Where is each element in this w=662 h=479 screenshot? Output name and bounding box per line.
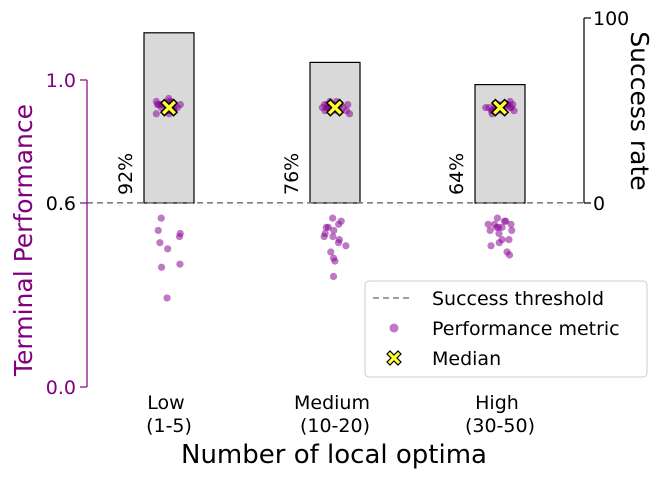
x-tick-label-line: High — [475, 392, 519, 414]
performance-point — [163, 294, 171, 302]
x-tick-label-line: Low — [147, 392, 184, 414]
legend-median-swatch — [386, 350, 402, 366]
performance-point — [327, 248, 335, 256]
success-bar — [309, 61, 361, 204]
x-tick-label-low: Low (1-5) — [146, 392, 192, 437]
performance-point — [508, 226, 516, 235]
performance-point — [330, 226, 338, 235]
performance-point — [487, 242, 495, 250]
right-tick-label: 100 — [593, 8, 629, 30]
performance-point — [335, 220, 343, 228]
performance-point — [505, 251, 514, 259]
x-tick-label-line: Medium — [294, 392, 370, 414]
performance-point — [154, 226, 162, 235]
right-axis-label: Success rate — [625, 31, 654, 190]
left-tick-label: 0.6 — [46, 193, 76, 215]
performance-point — [176, 260, 184, 268]
left-axis: 0.0 0.6 1.0 Terminal Performance — [9, 70, 88, 399]
performance-point — [482, 104, 490, 112]
performance-point — [495, 229, 503, 238]
success-rate-labels: 92% 76% 64% — [115, 153, 468, 195]
success-bar — [143, 32, 195, 204]
performance-point — [505, 236, 513, 244]
performance-point — [157, 214, 165, 222]
median-markers — [159, 98, 510, 117]
performance-point — [329, 272, 338, 281]
performance-point — [342, 242, 350, 250]
performance-point — [493, 214, 502, 222]
x-category-labels: Low (1-5) Medium (10-20) High (30-50) — [146, 392, 535, 437]
success-rate-label: 92% — [115, 153, 137, 195]
legend-points-swatch — [389, 323, 399, 333]
performance-point — [495, 239, 503, 247]
performance-point — [334, 239, 343, 247]
performance-point — [152, 110, 160, 118]
performance-point — [329, 214, 337, 222]
legend: Success threshold Performance metric Med… — [364, 280, 648, 378]
performance-point — [156, 239, 164, 247]
performance-point — [176, 229, 184, 238]
performance-point — [157, 263, 166, 271]
performance-point — [507, 220, 515, 228]
performance-point — [344, 100, 352, 109]
performance-point — [486, 226, 494, 235]
legend-threshold-label: Success threshold — [432, 288, 604, 310]
left-tick-label: 0.0 — [46, 377, 76, 399]
performance-point — [494, 223, 503, 231]
right-axis: 100 0 Success rate — [583, 8, 654, 215]
performance-point — [329, 232, 337, 241]
x-tick-label-line: (10-20) — [300, 415, 370, 437]
x-tick-label-line: (1-5) — [146, 415, 192, 437]
x-axis-label: Number of local optima — [181, 440, 487, 470]
median-marker — [325, 98, 345, 117]
legend-frame — [364, 280, 648, 378]
right-tick-label: 0 — [593, 193, 605, 215]
performance-point — [502, 217, 510, 225]
performance-point — [164, 245, 172, 253]
performance-point — [320, 232, 328, 241]
success-rate-label: 76% — [281, 153, 303, 195]
performance-point — [331, 257, 339, 265]
performance-point — [324, 223, 332, 231]
performance-point — [484, 220, 492, 228]
legend-points-label: Performance metric — [432, 318, 620, 340]
performance-point — [342, 107, 351, 115]
x-tick-label-medium: Medium (10-20) — [294, 392, 376, 437]
left-axis-label: Terminal Performance — [9, 104, 38, 377]
median-marker — [490, 98, 510, 117]
success-rate-label: 64% — [446, 153, 468, 195]
legend-median-label: Median — [432, 348, 501, 370]
median-marker — [159, 98, 179, 117]
x-tick-label-line: (30-50) — [465, 415, 535, 437]
left-tick-label: 1.0 — [46, 70, 76, 92]
x-tick-label-high: High (30-50) — [465, 392, 535, 437]
